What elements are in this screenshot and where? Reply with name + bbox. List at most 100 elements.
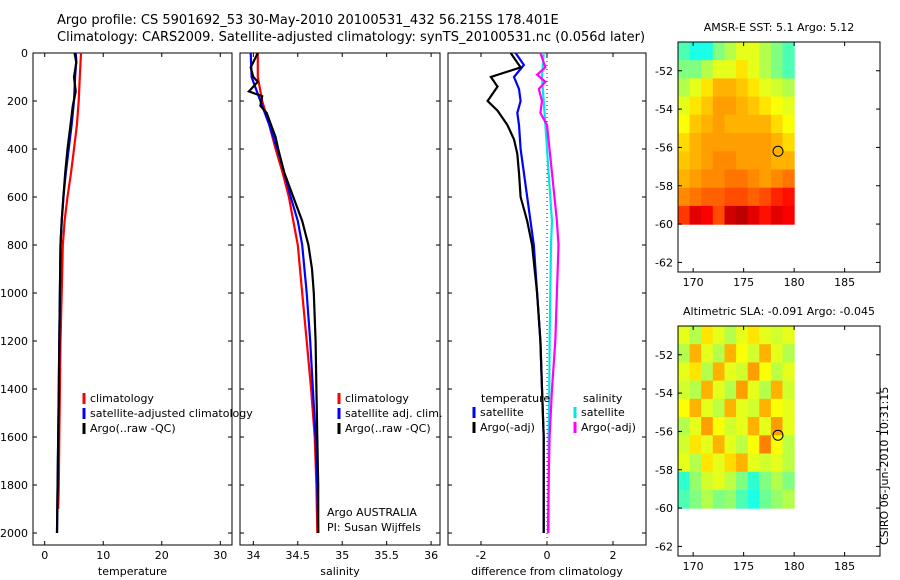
difference-xtick-label: 0 xyxy=(544,549,551,562)
difference-series-line-0 xyxy=(512,52,545,533)
difference-xlabel: difference from climatology xyxy=(471,565,623,578)
sst_map-cell xyxy=(736,60,749,79)
sst_map-cell xyxy=(747,114,760,134)
sst_map-cell xyxy=(701,151,714,171)
difference-legend-temperature-title: temperature xyxy=(481,392,550,405)
sla_map-cell xyxy=(770,417,784,436)
sla_map-cell xyxy=(782,435,795,455)
sst_map-cell xyxy=(759,114,772,134)
sst_map-cell xyxy=(712,78,725,98)
sst_map-cell xyxy=(678,42,691,61)
sla_map-cell xyxy=(782,326,795,345)
sla_map-cell xyxy=(747,380,760,400)
sla_map-cell xyxy=(770,453,784,473)
sst_map-cell xyxy=(759,187,772,207)
sla_map-cell xyxy=(759,453,772,473)
sla_map-cell xyxy=(736,435,749,455)
sla_map-cell xyxy=(736,489,749,509)
sst_map-cell xyxy=(689,151,702,171)
sst_map-cell xyxy=(770,187,784,207)
sst_map-cell xyxy=(759,151,772,171)
sla_map-xtick-label: 185 xyxy=(834,560,855,573)
sla_map-cell xyxy=(736,326,749,345)
sla_map-ytick-label: -62 xyxy=(655,540,673,553)
salinity-annotation-pi: PI: Susan Wijffels xyxy=(327,521,421,534)
sst_map-cell xyxy=(747,96,760,116)
sst_map-cell xyxy=(759,60,772,79)
sla_map-cell xyxy=(759,435,772,455)
difference-series-line-3 xyxy=(535,52,560,534)
sla_map-ytick-label: -54 xyxy=(655,387,673,400)
sst_map-cell xyxy=(770,205,784,225)
difference-legend-salinity-title: salinity xyxy=(583,392,623,405)
sla_map-cell xyxy=(712,417,725,436)
sla_map-cell xyxy=(747,471,760,491)
sla_map-cell xyxy=(759,417,772,436)
sla_map-cell xyxy=(724,398,737,418)
sst_map-cell xyxy=(770,114,784,134)
sla_map-ytick-label: -58 xyxy=(655,464,673,477)
sst_map-cell xyxy=(724,42,737,61)
difference-legend-0-label: satellite xyxy=(480,406,524,419)
sst_map-cell xyxy=(689,114,702,134)
sla_map-cell xyxy=(701,417,714,436)
sst_map-cell xyxy=(701,187,714,207)
sla_map-cell xyxy=(724,344,737,363)
sst_map-cell xyxy=(770,151,784,171)
sla_map-cell xyxy=(712,453,725,473)
difference-legend-2-label: satellite xyxy=(581,406,625,419)
sla_map-cell xyxy=(689,362,702,382)
sst_map-cell xyxy=(678,151,691,171)
sla_map-cell xyxy=(747,417,760,436)
sla_map-cell xyxy=(678,326,691,345)
sst_map-cell xyxy=(747,42,760,61)
salinity-legend-2-label: Argo(..raw -QC) xyxy=(345,422,431,435)
sla_map-cell xyxy=(701,453,714,473)
sst_map-cell xyxy=(689,96,702,116)
sla_map-cell xyxy=(759,489,772,509)
sla_map-cell xyxy=(782,453,795,473)
sla_map-cell xyxy=(678,435,691,455)
sla_map-cell xyxy=(759,344,772,363)
footer-timestamp: CSIRO 06-Jun-2010 10:31:15 xyxy=(878,386,891,545)
temperature-xtick-label: 30 xyxy=(213,549,227,562)
sla_map-cell xyxy=(747,344,760,363)
sst_map-cell xyxy=(759,205,772,225)
sst_map-cell xyxy=(747,205,760,225)
sst_map-cell xyxy=(782,133,795,152)
sst_map-cell xyxy=(759,133,772,152)
sla_map-xtick-label: 180 xyxy=(784,560,805,573)
sst_map-cell xyxy=(712,205,725,225)
sst_map-cell xyxy=(701,133,714,152)
sst_map-ytick-label: -60 xyxy=(655,218,673,231)
salinity-series-line-1 xyxy=(249,52,320,534)
sst_map-cell xyxy=(712,42,725,61)
sla_map-axes-frame xyxy=(677,325,881,557)
temperature-ytick-label: 800 xyxy=(7,239,28,252)
sla_map-cell xyxy=(736,344,749,363)
sst_map-cell xyxy=(782,187,795,207)
sla_map-cell xyxy=(678,417,691,436)
sla_map-cell xyxy=(736,398,749,418)
salinity-axes-frame xyxy=(239,52,441,546)
sla_map-cell xyxy=(747,453,760,473)
sla_map-cell xyxy=(782,398,795,418)
sst_map-cell xyxy=(782,42,795,61)
sla_map-title: Altimetric SLA: -0.091 Argo: -0.045 xyxy=(683,305,875,318)
sst_map-cell xyxy=(759,169,772,189)
sla_map-cell xyxy=(701,471,714,491)
sst_map-cell xyxy=(782,151,795,171)
sst_map-cell xyxy=(736,169,749,189)
sst_map-ytick-label: -56 xyxy=(655,141,673,154)
sla_map-cell xyxy=(678,344,691,363)
sla_map-cell xyxy=(712,471,725,491)
sla_map-cell xyxy=(689,344,702,363)
salinity-series-line-0 xyxy=(256,53,319,534)
sla_map-cell xyxy=(712,489,725,509)
sla_map-cell xyxy=(678,398,691,418)
sla_map-cell xyxy=(712,435,725,455)
sst_map-cell xyxy=(689,133,702,152)
sla_map-cell xyxy=(689,398,702,418)
sst_map-cell xyxy=(712,114,725,134)
difference-xtick-label: -2 xyxy=(476,549,487,562)
